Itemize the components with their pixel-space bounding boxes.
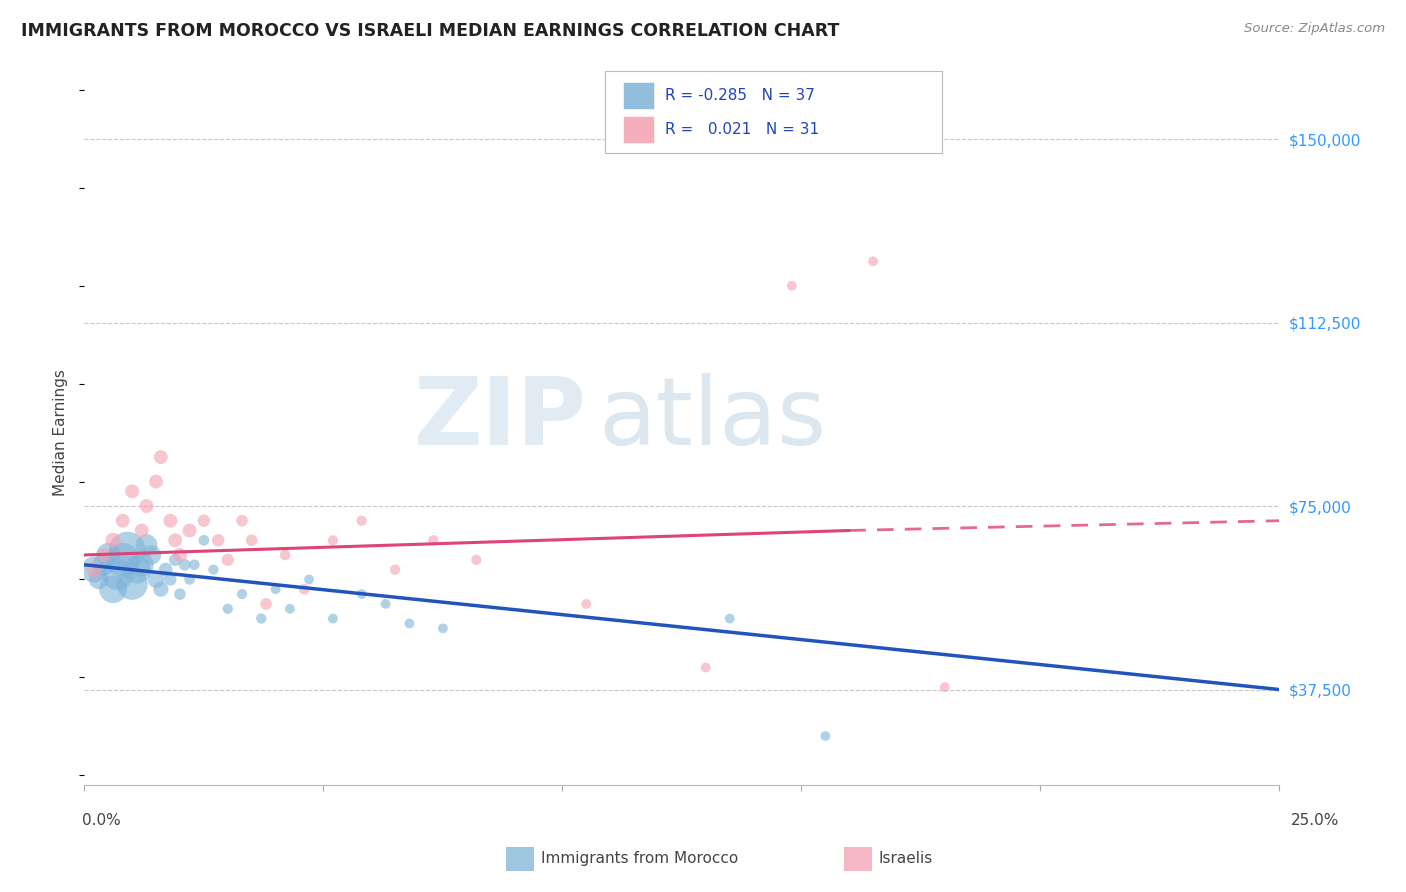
Point — [298, 573, 321, 587]
Point — [107, 567, 129, 582]
Point — [217, 601, 239, 615]
Point — [145, 475, 167, 489]
Point — [322, 533, 344, 548]
Point — [125, 563, 148, 577]
Point — [117, 543, 139, 558]
Point — [165, 533, 187, 548]
Text: R = -0.285   N = 37: R = -0.285 N = 37 — [665, 88, 815, 103]
Point — [159, 514, 181, 528]
Point — [264, 582, 287, 597]
Point — [155, 563, 177, 577]
Point — [149, 582, 172, 597]
Point — [97, 548, 120, 562]
Point — [217, 553, 239, 567]
Point — [465, 553, 488, 567]
Text: Immigrants from Morocco: Immigrants from Morocco — [541, 851, 738, 865]
Point — [432, 621, 454, 635]
Point — [135, 538, 157, 552]
Point — [111, 553, 134, 567]
Text: ZIP: ZIP — [413, 373, 586, 465]
Point — [165, 553, 187, 567]
Point — [350, 514, 373, 528]
Point — [179, 524, 201, 538]
Point — [101, 533, 124, 548]
Point — [121, 484, 143, 499]
Point — [350, 587, 373, 601]
Point — [575, 597, 598, 611]
Point — [93, 548, 115, 562]
Point — [250, 611, 273, 625]
Point — [231, 514, 253, 528]
Point — [111, 514, 134, 528]
Point — [292, 582, 315, 597]
Point — [934, 680, 956, 694]
Point — [83, 563, 105, 577]
Point — [207, 533, 229, 548]
Text: IMMIGRANTS FROM MOROCCO VS ISRAELI MEDIAN EARNINGS CORRELATION CHART: IMMIGRANTS FROM MOROCCO VS ISRAELI MEDIA… — [21, 22, 839, 40]
Point — [131, 524, 153, 538]
Point — [145, 573, 167, 587]
Text: 25.0%: 25.0% — [1291, 814, 1339, 828]
Point — [695, 660, 717, 674]
Point — [374, 597, 396, 611]
Point — [322, 611, 344, 625]
Point — [93, 558, 115, 572]
Point — [169, 587, 191, 601]
Point — [384, 563, 406, 577]
Point — [278, 601, 301, 615]
Point — [780, 278, 803, 293]
Point — [814, 729, 837, 743]
Point — [179, 573, 201, 587]
Point — [169, 548, 191, 562]
Point — [121, 577, 143, 591]
Point — [83, 563, 105, 577]
Point — [131, 558, 153, 572]
Point — [202, 563, 225, 577]
Point — [149, 450, 172, 464]
Text: 0.0%: 0.0% — [82, 814, 121, 828]
Text: Source: ZipAtlas.com: Source: ZipAtlas.com — [1244, 22, 1385, 36]
Point — [231, 587, 253, 601]
Point — [183, 558, 205, 572]
Point — [193, 533, 215, 548]
Point — [718, 611, 741, 625]
Text: Israelis: Israelis — [879, 851, 934, 865]
Point — [240, 533, 263, 548]
Y-axis label: Median Earnings: Median Earnings — [53, 369, 69, 496]
Point — [398, 616, 420, 631]
Point — [422, 533, 444, 548]
Point — [274, 548, 297, 562]
Point — [173, 558, 195, 572]
Point — [254, 597, 277, 611]
Point — [193, 514, 215, 528]
Point — [141, 548, 163, 562]
Text: atlas: atlas — [599, 373, 827, 465]
Point — [135, 499, 157, 513]
Point — [101, 582, 124, 597]
Point — [159, 573, 181, 587]
Point — [862, 254, 884, 268]
Text: R =   0.021   N = 31: R = 0.021 N = 31 — [665, 122, 820, 136]
Point — [87, 573, 110, 587]
